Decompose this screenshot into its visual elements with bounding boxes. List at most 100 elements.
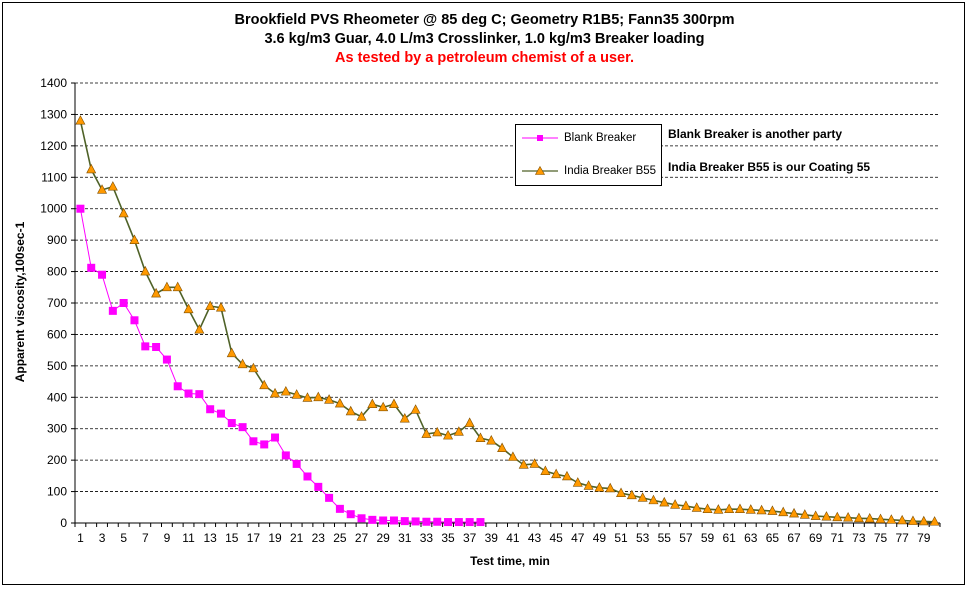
data-point-blank-breaker xyxy=(87,263,96,272)
axes xyxy=(74,83,940,524)
data-point-india-breaker xyxy=(886,514,897,524)
x-tick-label: 75 xyxy=(874,531,888,545)
series-layer xyxy=(75,115,940,527)
x-tick-label: 9 xyxy=(164,531,171,545)
data-point-blank-breaker xyxy=(227,419,236,428)
x-tick-label: 29 xyxy=(376,531,390,545)
data-point-blank-breaker xyxy=(444,518,453,527)
data-point-india-breaker xyxy=(356,411,367,421)
data-point-india-breaker xyxy=(605,482,616,493)
data-point-india-breaker xyxy=(194,324,205,334)
x-tick-label: 37 xyxy=(463,531,477,545)
data-point-blank-breaker xyxy=(422,517,431,526)
data-point-india-breaker xyxy=(572,477,583,487)
data-point-blank-breaker xyxy=(152,343,161,351)
data-point-india-breaker xyxy=(843,512,854,522)
y-tick-label: 1200 xyxy=(40,139,67,153)
x-tick-label: 17 xyxy=(247,531,261,545)
data-point-blank-breaker xyxy=(260,440,269,449)
data-point-india-breaker xyxy=(97,184,108,194)
data-point-india-breaker xyxy=(734,503,745,513)
data-point-india-breaker xyxy=(378,401,389,412)
y-tick-label: 0 xyxy=(60,516,67,530)
data-point-blank-breaker xyxy=(411,517,420,526)
data-point-india-breaker xyxy=(151,287,162,298)
data-point-blank-breaker xyxy=(271,433,280,442)
x-tick-label: 55 xyxy=(658,531,672,545)
data-point-india-breaker xyxy=(507,451,518,461)
x-tick-label: 53 xyxy=(636,531,650,545)
chart-note: As tested by a petroleum chemist of a us… xyxy=(335,50,634,66)
x-tick-label: 45 xyxy=(549,531,563,545)
data-point-india-breaker xyxy=(248,362,259,373)
data-point-blank-breaker xyxy=(173,382,182,391)
data-point-india-breaker xyxy=(107,181,118,191)
data-point-blank-breaker xyxy=(216,409,225,418)
data-point-blank-breaker xyxy=(400,517,409,526)
data-point-india-breaker xyxy=(875,513,886,524)
x-tick-label: 73 xyxy=(852,531,866,545)
data-point-india-breaker xyxy=(659,496,670,507)
data-point-blank-breaker xyxy=(346,510,355,519)
data-point-india-breaker xyxy=(594,482,605,492)
data-point-india-breaker xyxy=(161,281,172,292)
data-point-india-breaker xyxy=(853,512,864,523)
chart-title: Brookfield PVS Rheometer @ 85 deg C; Geo… xyxy=(234,12,735,28)
data-point-india-breaker xyxy=(140,265,151,276)
data-point-india-breaker xyxy=(702,503,713,513)
series-line-india-breaker xyxy=(79,120,935,523)
x-tick-label: 49 xyxy=(593,531,607,545)
x-tick-label: 41 xyxy=(506,531,520,545)
series-india-breaker xyxy=(75,115,940,526)
data-point-india-breaker xyxy=(453,426,464,436)
x-tick-label: 23 xyxy=(312,531,326,545)
data-point-india-breaker xyxy=(183,303,194,314)
data-point-india-breaker xyxy=(86,163,97,174)
data-point-blank-breaker xyxy=(433,517,442,526)
x-tick-label: 69 xyxy=(809,531,823,545)
data-point-india-breaker xyxy=(756,504,767,515)
data-point-india-breaker xyxy=(561,470,572,481)
data-point-blank-breaker xyxy=(76,204,85,213)
data-point-india-breaker xyxy=(670,499,681,509)
data-point-blank-breaker xyxy=(368,515,377,524)
y-tick-label: 900 xyxy=(47,233,67,247)
data-point-india-breaker xyxy=(367,398,378,409)
legend-label: Blank Breaker xyxy=(564,132,637,144)
data-point-blank-breaker xyxy=(108,306,117,315)
y-tick-label: 1300 xyxy=(40,107,67,121)
data-point-india-breaker xyxy=(626,489,637,500)
data-point-india-breaker xyxy=(237,358,248,369)
data-point-blank-breaker xyxy=(195,390,204,399)
data-point-blank-breaker xyxy=(314,482,323,491)
data-point-india-breaker xyxy=(432,426,443,437)
data-point-blank-breaker xyxy=(389,516,398,525)
data-point-india-breaker xyxy=(464,417,475,427)
x-axis-label: Test time, min xyxy=(470,554,550,568)
data-point-india-breaker xyxy=(205,300,216,310)
data-point-blank-breaker xyxy=(141,342,150,351)
data-point-india-breaker xyxy=(388,398,399,409)
x-tick-label: 21 xyxy=(290,531,304,545)
y-tick-label: 1100 xyxy=(41,170,67,184)
y-axis-label: Apparent viscosity,100sec-1 xyxy=(13,221,27,382)
x-tick-label: 15 xyxy=(225,531,239,545)
grid-lines xyxy=(75,82,940,492)
x-tick-label: 51 xyxy=(614,531,628,545)
x-tick-label: 5 xyxy=(120,531,127,545)
data-point-india-breaker xyxy=(475,432,486,442)
data-point-india-breaker xyxy=(486,435,497,445)
x-tick-label: 33 xyxy=(420,531,434,545)
x-tick-label: 67 xyxy=(787,531,801,545)
data-point-blank-breaker xyxy=(303,472,312,481)
data-point-india-breaker xyxy=(583,480,594,490)
data-point-blank-breaker xyxy=(98,270,107,279)
legend-item-india: India Breaker B55 xyxy=(520,163,656,179)
data-point-blank-breaker xyxy=(238,423,247,432)
data-point-india-breaker xyxy=(291,389,302,399)
x-tick-label: 57 xyxy=(679,531,693,545)
y-tick-label: 500 xyxy=(47,359,67,373)
y-tick-label: 800 xyxy=(47,265,67,279)
y-tick-label: 700 xyxy=(47,296,67,310)
